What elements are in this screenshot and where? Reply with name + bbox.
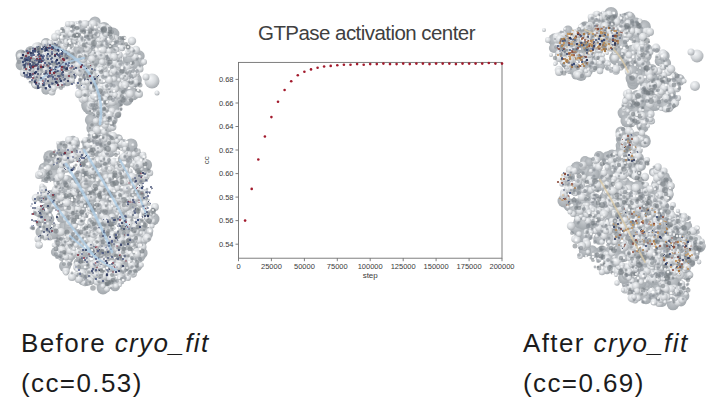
svg-text:175000: 175000 [457, 262, 482, 271]
svg-text:0.54: 0.54 [219, 240, 234, 249]
svg-text:75000: 75000 [327, 262, 348, 271]
svg-text:100000: 100000 [358, 262, 383, 271]
svg-text:200000: 200000 [489, 262, 514, 271]
svg-text:125000: 125000 [391, 262, 416, 271]
svg-text:0.68: 0.68 [219, 75, 234, 84]
svg-text:25000: 25000 [261, 262, 282, 271]
svg-text:0.64: 0.64 [219, 122, 234, 131]
svg-text:0.66: 0.66 [219, 99, 234, 108]
svg-text:0.58: 0.58 [219, 193, 234, 202]
svg-text:0.62: 0.62 [219, 146, 234, 155]
svg-text:cc: cc [202, 156, 211, 164]
svg-text:GTPase activation center: GTPase activation center [258, 21, 476, 44]
svg-text:0.60: 0.60 [219, 169, 234, 178]
svg-text:step: step [363, 271, 379, 280]
svg-text:0.56: 0.56 [219, 216, 234, 225]
svg-text:50000: 50000 [294, 262, 315, 271]
svg-text:150000: 150000 [424, 262, 449, 271]
svg-text:0: 0 [236, 262, 240, 271]
